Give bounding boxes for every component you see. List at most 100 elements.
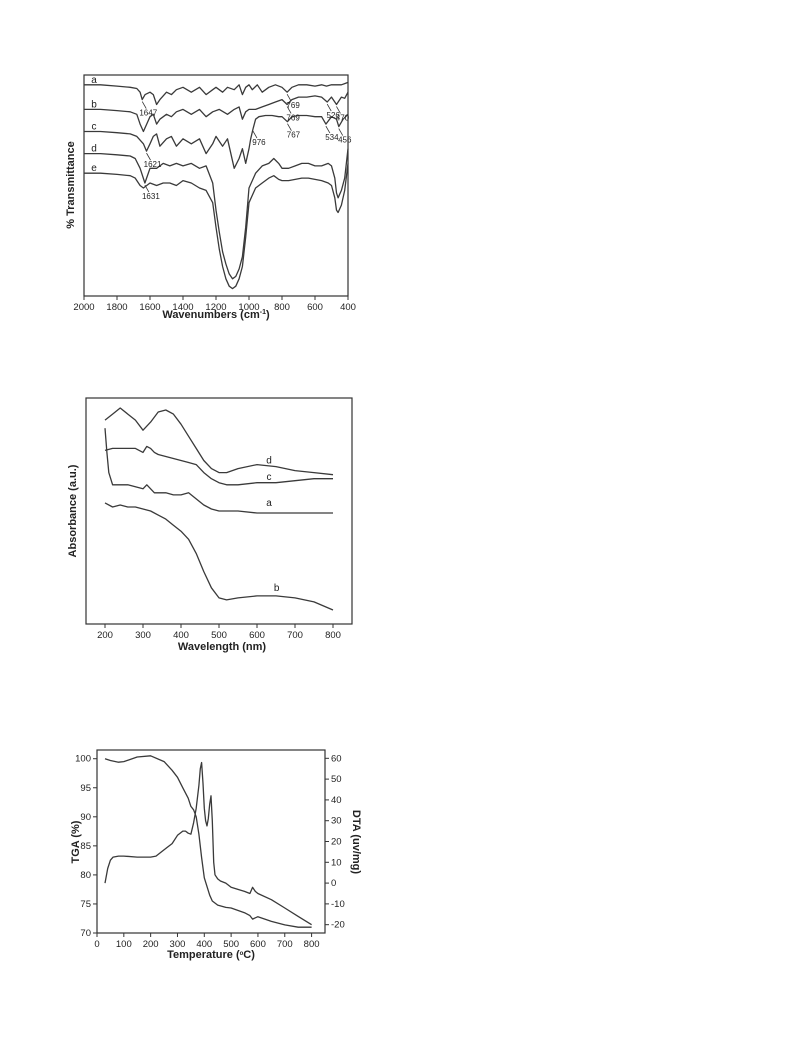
uvvis-series-labels: dc a b [266,456,280,594]
tga-x-tick-label: 800 [304,939,320,950]
ftir-series-a [84,81,349,106]
dta-y-tick-label: 60 [331,753,342,764]
ftir-series-label-b: b [91,99,97,110]
tga-x-tick-label: 0 [94,939,99,950]
ftir-series-d [84,148,349,280]
ftir-annotation-label: 767 [287,131,301,140]
uvvis-x-tick-label: 200 [97,630,113,641]
ftir-series-b [84,91,349,133]
tga-x-tick-label: 200 [143,939,159,950]
tga-y-axis-left: 70 75 80 85 90 95 100 [75,754,97,939]
ftir-annotation-arrow [338,128,344,136]
ftir-x-tick-label: 1400 [172,302,193,313]
uvvis-x-axis: 200 300 400 500 600 700 800 [97,624,341,641]
ftir-annotation-arrow [252,130,258,139]
ftir-annotation-label: 976 [252,138,266,147]
uvvis-x-axis-label: Wavelength (nm) [178,641,267,653]
ftir-annotation-label: 470 [336,113,350,122]
tga-y-tick-label: 90 [80,812,91,823]
tga-y-tick-label: 85 [80,841,91,852]
uvvis-series-b [104,502,334,611]
tga-x-tick-label: 600 [250,939,266,950]
ftir-annotation-arrow [146,152,151,161]
uvvis-series-a [104,428,333,514]
uvvis-x-tick-label: 700 [287,630,303,641]
ftir-annotation-label: 456 [338,136,352,145]
uvvis-chart: 200 300 400 500 600 700 800 dc a b Absorbance (a… [67,397,353,653]
uvvis-series-d [104,407,334,476]
ftir-annotation-arrow [326,103,332,112]
ftir-annotation-arrow [286,93,292,102]
ftir-annotation-label: 1647 [139,109,157,118]
tga-y-tick-label: 70 [80,928,91,939]
tga-x-axis: 0 100 200 300 400 500 600 700 800 [94,933,320,950]
tga-y-axis-right: -20 -10 0 10 20 30 40 50 60 [325,753,345,931]
ftir-x-tick-label: 600 [307,302,323,313]
tga-x-tick-label: 700 [277,939,293,950]
uvvis-series-c [104,445,333,486]
uvvis-x-tick-label: 300 [135,630,151,641]
tga-series-group [104,755,312,928]
ftir-x-tick-label: 2000 [73,302,94,313]
tga-x-tick-label: 400 [196,939,212,950]
ftir-series-e [84,163,349,290]
dta-y-tick-label: -20 [331,920,345,931]
ftir-annotation-label: 1631 [142,192,160,201]
ftir-annotation-label: 1621 [144,160,162,169]
ftir-x-tick-label: 1800 [106,302,127,313]
uvvis-x-tick-label: 400 [173,630,189,641]
ftir-series-group [84,81,349,290]
ftir-annotation-arrow [141,101,147,109]
ftir-x-axis: 2000 1800 1600 1400 1200 1000 800 600 400 [73,296,356,313]
ftir-series-c [84,113,349,169]
uvvis-series-label-d: d [266,456,272,467]
tga-x-tick-label: 300 [170,939,186,950]
uvvis-y-axis-label: Absorbance (a.u.) [67,464,79,557]
tga-dta-chart: 0 100 200 300 400 500 600 700 800 70758085909510… [70,749,362,961]
dta-y-tick-label: 10 [331,857,342,868]
uvvis-series-label-a: a [266,498,272,509]
dta-y-tick-label: 50 [331,774,342,785]
tga-series-tga [104,755,312,928]
ftir-y-axis-label: % Transmittance [65,141,77,228]
tga-x-axis-label: Temperature (oC) [167,949,255,961]
dta-y-tick-label: 40 [331,795,342,806]
dta-y-tick-label: 0 [331,878,336,889]
ftir-series-labels: a bc de [91,75,97,174]
dta-y-tick-label: -10 [331,899,345,910]
tga-y-tick-label: 95 [80,783,91,794]
ftir-x-tick-label: 1000 [238,302,259,313]
ftir-series-label-e: e [91,163,97,174]
tga-y-tick-label: 100 [75,754,91,765]
ftir-series-label-a: a [91,75,97,86]
uvvis-x-tick-label: 600 [249,630,265,641]
ftir-annotation-label: 769 [286,113,300,122]
uvvis-x-tick-label: 500 [211,630,227,641]
ftir-annotation-label: 769 [286,101,300,110]
ftir-plot-frame [83,74,349,297]
ftir-annotation-arrow [325,125,331,134]
uvvis-x-tick-label: 800 [325,630,341,641]
dta-y-axis-label: DTA (uv/mg) [350,810,362,874]
tga-plot-frame [96,749,326,934]
ftir-chart: 2000 1800 1600 1400 1200 1000 800 600 400 abcde … [65,74,356,321]
ftir-x-tick-label: 800 [274,302,290,313]
ftir-x-axis-label: Wavenumbers (cm-1) [162,309,270,321]
uvvis-series-group [104,407,334,611]
tga-y-tick-label: 75 [80,899,91,910]
dta-y-tick-label: 20 [331,837,342,848]
uvvis-series-label-b: b [274,583,280,594]
ftir-series-label-d: d [91,144,97,155]
tga-x-tick-label: 500 [223,939,239,950]
ftir-annotation-arrow [336,106,341,114]
dta-y-tick-label: 30 [331,816,342,827]
ftir-x-tick-label: 1200 [205,302,226,313]
tga-x-tick-label: 100 [116,939,132,950]
ftir-x-tick-label: 400 [340,302,356,313]
tga-y-axis-label: TGA (%) [70,820,82,863]
ftir-x-tick-label: 1600 [139,302,160,313]
tga-y-tick-label: 80 [80,870,91,881]
uvvis-series-label-c: c [267,472,272,483]
